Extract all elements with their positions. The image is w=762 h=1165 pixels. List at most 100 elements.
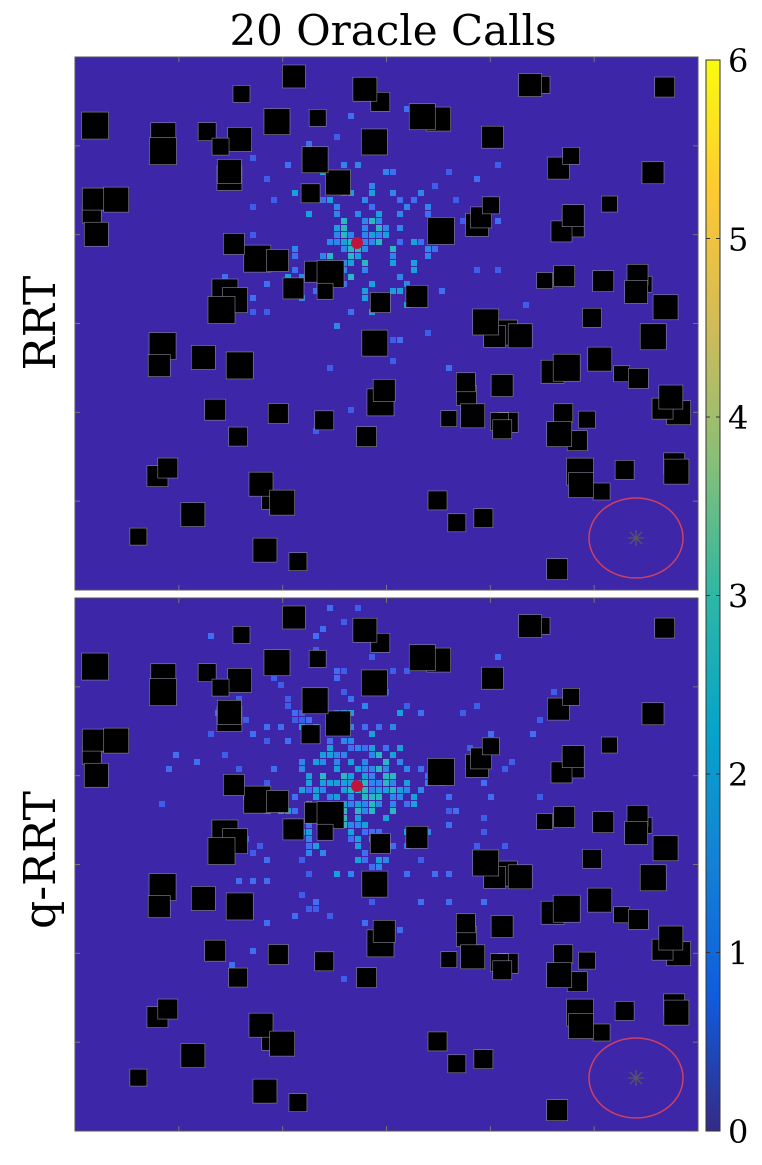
obstacle — [147, 895, 171, 918]
visit-cell — [327, 745, 333, 751]
visit-cell — [250, 295, 256, 301]
visit-cell — [362, 218, 368, 224]
visit-cell — [362, 197, 368, 203]
visit-cell — [264, 724, 270, 730]
visit-cell — [390, 169, 396, 175]
obstacle — [601, 195, 618, 213]
visit-cell — [537, 794, 543, 800]
obstacle — [628, 909, 649, 930]
obstacle — [314, 951, 335, 972]
visit-cell — [348, 759, 354, 765]
obstacle — [217, 700, 242, 725]
visit-cell — [327, 738, 333, 744]
visit-cell — [537, 717, 543, 723]
panel-rrt: RRT — [15, 56, 699, 591]
obstacle — [248, 471, 274, 497]
visit-cell — [222, 752, 228, 758]
visit-cell — [348, 309, 354, 315]
obstacle — [587, 346, 613, 372]
obstacle — [492, 419, 513, 440]
visit-cell — [327, 913, 333, 919]
colorbar-tick-label: 1 — [728, 935, 748, 973]
visit-cell — [341, 780, 347, 786]
visit-cell — [369, 829, 375, 835]
visit-cell — [355, 211, 361, 217]
visit-cell — [390, 780, 396, 786]
obstacle — [207, 837, 236, 865]
visit-cell — [369, 183, 375, 189]
obstacle — [518, 73, 542, 97]
visit-cell — [327, 197, 333, 203]
visit-cell — [376, 780, 382, 786]
visit-cell — [369, 787, 375, 793]
obstacle — [408, 103, 436, 131]
visit-cell — [432, 246, 438, 252]
visit-cell — [194, 759, 200, 765]
visit-cell — [250, 309, 256, 315]
obstacle — [546, 962, 573, 988]
visit-cell — [362, 225, 368, 231]
obstacle — [325, 169, 351, 196]
obstacle — [316, 823, 334, 841]
visit-cell — [460, 218, 466, 224]
obstacle — [481, 737, 500, 756]
visit-cell — [425, 211, 431, 217]
visit-cell — [369, 773, 375, 779]
obstacle — [652, 294, 679, 321]
obstacle — [568, 1013, 594, 1039]
visit-cell — [397, 288, 403, 294]
visit-cell — [313, 843, 319, 849]
visit-cell — [292, 717, 298, 723]
colorbar-tick-label: 5 — [728, 221, 748, 259]
visit-cell — [341, 246, 347, 252]
obstacle — [361, 329, 389, 357]
visit-cell — [369, 218, 375, 224]
visit-cell — [390, 358, 396, 364]
obstacle — [614, 1001, 635, 1021]
visit-cell — [285, 738, 291, 744]
obstacle — [263, 108, 291, 135]
visit-cell — [383, 780, 389, 786]
visit-cell — [397, 225, 403, 231]
visit-cell — [404, 668, 410, 674]
visit-cell — [348, 232, 354, 238]
visit-cell — [383, 232, 389, 238]
visit-cell — [348, 407, 354, 413]
visit-cell — [481, 780, 487, 786]
visit-cell — [348, 836, 354, 842]
visit-cell — [320, 626, 326, 632]
visit-cell — [390, 773, 396, 779]
figure-title: 20 Oracle Calls — [229, 6, 556, 55]
visit-cell — [509, 759, 515, 765]
obstacle — [447, 513, 467, 533]
obstacle — [473, 1049, 494, 1069]
visit-cell — [425, 204, 431, 210]
visit-cell — [397, 337, 403, 343]
visit-cell — [334, 752, 340, 758]
visit-cell — [369, 204, 375, 210]
visit-cell — [397, 211, 403, 217]
start-marker — [351, 780, 363, 792]
visit-cell — [355, 246, 361, 252]
visit-cell — [362, 260, 368, 266]
visit-cell — [453, 808, 459, 814]
obstacle — [228, 967, 248, 988]
visit-cell — [376, 801, 382, 807]
visit-cell — [446, 365, 452, 371]
visit-cell — [362, 745, 368, 751]
obstacle — [427, 490, 448, 511]
visit-cell — [446, 899, 452, 905]
visit-cell — [334, 871, 340, 877]
visit-cell — [264, 878, 270, 884]
visit-cell — [264, 309, 270, 315]
obstacle — [301, 146, 329, 174]
obstacles — [81, 605, 691, 1122]
colorbar-tick-label: 3 — [728, 578, 748, 616]
visit-cell — [292, 246, 298, 252]
visit-cell — [292, 710, 298, 716]
visit-cell — [306, 871, 312, 877]
obstacle — [592, 270, 615, 292]
colorbar-tick-label: 6 — [728, 42, 748, 80]
visit-cell — [369, 232, 375, 238]
obstacle — [427, 1031, 448, 1052]
